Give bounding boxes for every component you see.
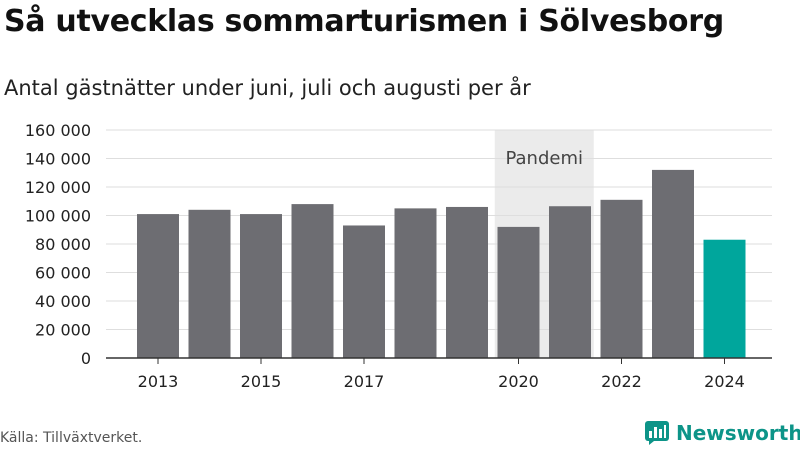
bar-2017 [343, 225, 385, 358]
newsworthy-logo[interactable]: Newsworthy [644, 420, 800, 446]
brand-name: Newsworthy [676, 421, 800, 445]
newsworthy-logo-icon [645, 421, 669, 445]
bar-2024 [703, 239, 746, 358]
bar-2015 [240, 214, 282, 358]
bar-2014 [188, 209, 231, 358]
x-tick-label: 2024 [704, 372, 745, 391]
y-tick-label: 0 [81, 349, 91, 368]
chart-subtitle: Antal gästnätter under juni, juli och au… [4, 76, 531, 100]
pandemic-label: Pandemi [505, 148, 583, 169]
x-tick-label: 2015 [241, 372, 282, 391]
bar-2019 [446, 206, 488, 358]
y-tick-label: 60 000 [35, 264, 91, 283]
bar-2021 [549, 206, 591, 358]
bar-2013 [137, 214, 179, 358]
x-tick-label: 2013 [138, 372, 179, 391]
bar-2023 [652, 169, 694, 358]
bar-2022 [600, 199, 643, 358]
y-tick-label: 100 000 [25, 207, 91, 226]
bar-2020 [497, 226, 540, 358]
y-tick-label: 20 000 [35, 321, 91, 340]
bar-2016 [291, 204, 334, 358]
y-tick-label: 160 000 [25, 121, 91, 140]
bar-2018 [394, 208, 437, 358]
x-tick-label: 2022 [601, 372, 642, 391]
y-tick-label: 140 000 [25, 150, 91, 169]
y-tick-label: 80 000 [35, 235, 91, 254]
y-tick-label: 40 000 [35, 292, 91, 311]
y-tick-label: 120 000 [25, 178, 91, 197]
x-tick-label: 2017 [344, 372, 385, 391]
x-tick-label: 2020 [498, 372, 539, 391]
chart-title: Så utvecklas sommarturismen i Sölvesborg [4, 4, 724, 39]
source-note: Källa: Tillväxtverket. [0, 430, 143, 446]
